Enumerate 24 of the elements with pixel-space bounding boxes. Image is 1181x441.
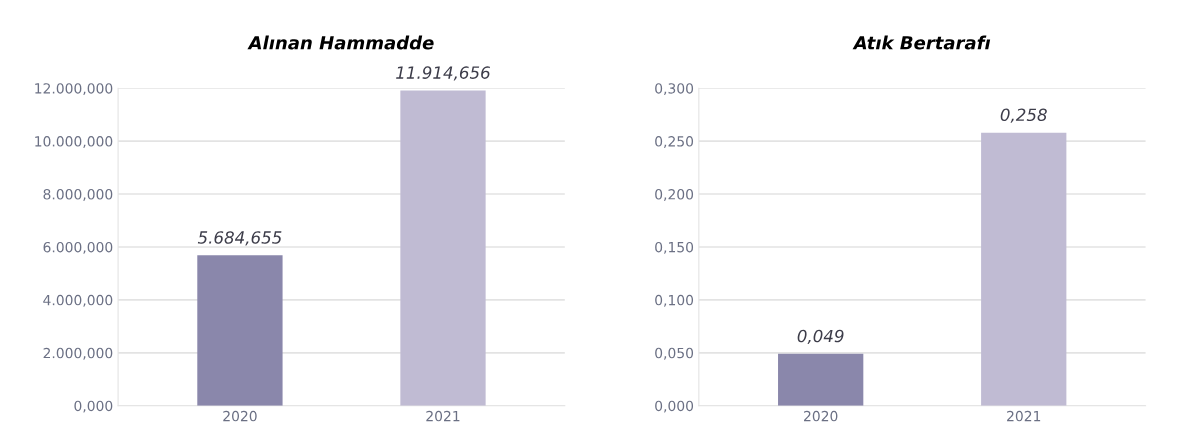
chart-title: Alınan Hammadde xyxy=(247,35,434,50)
chart-title: Atık Bertarafı xyxy=(852,35,991,50)
data-label: 11.914,656 xyxy=(396,66,490,81)
y-tick-label: 0,000 xyxy=(655,400,694,413)
data-label: 0,049 xyxy=(797,329,844,344)
y-tick-label: 0,050 xyxy=(655,347,694,360)
x-tick-label: 2021 xyxy=(1007,410,1041,422)
y-tick-label: 0,000 xyxy=(74,400,113,413)
data-label: 0,258 xyxy=(1000,108,1047,123)
y-tick-label: 8.000,000 xyxy=(43,189,113,201)
y-tick-label: 0,100 xyxy=(655,294,694,307)
y-tick-label: 10.000,000 xyxy=(35,136,113,149)
y-tick-label: 0,200 xyxy=(655,189,694,201)
y-tick-label: 2.000,000 xyxy=(43,347,113,360)
y-tick-label: 0,300 xyxy=(655,83,694,96)
x-tick-label: 2020 xyxy=(804,410,838,422)
y-tick-label: 0,250 xyxy=(655,136,694,149)
y-tick-label: 0,150 xyxy=(655,241,694,254)
y-tick-label: 4.000,000 xyxy=(43,294,113,307)
x-tick-label: 2021 xyxy=(426,410,460,422)
y-tick-label: 12.000,000 xyxy=(35,83,113,96)
x-tick-label: 2020 xyxy=(223,410,257,422)
y-tick-label: 6.000,000 xyxy=(43,241,113,254)
data-label: 5.684,655 xyxy=(197,231,282,246)
